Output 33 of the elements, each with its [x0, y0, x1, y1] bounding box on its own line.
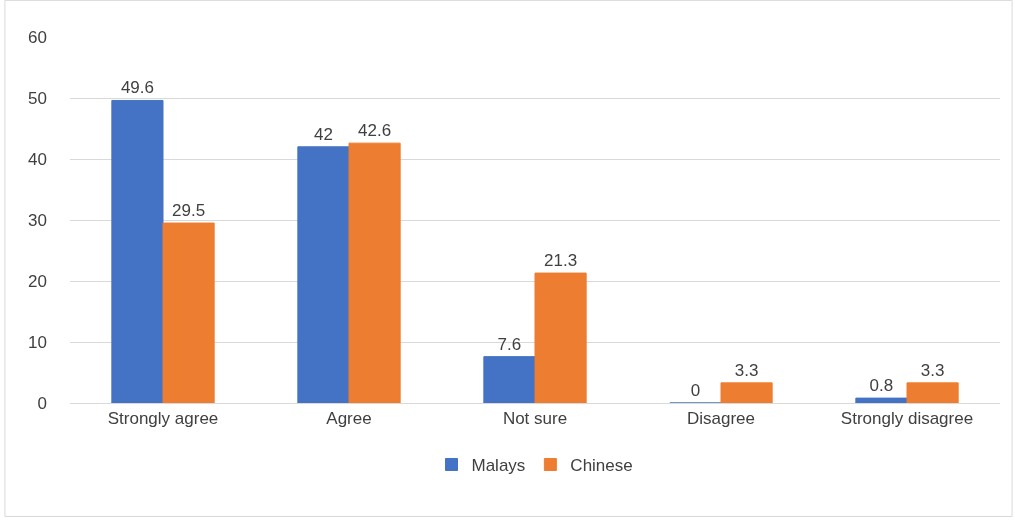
y-tick-label: 10	[28, 332, 47, 352]
data-label: 42.6	[358, 121, 392, 141]
bar	[534, 272, 587, 403]
bar	[297, 146, 350, 403]
x-tick-label: Not sure	[502, 409, 568, 429]
y-tick-label: 40	[28, 149, 47, 169]
bar	[855, 397, 908, 403]
x-tick-label: Agree	[326, 409, 372, 429]
legend-label: Malays	[471, 456, 526, 476]
y-tick-label: 50	[28, 88, 47, 108]
data-label: 0	[690, 381, 701, 400]
bar	[111, 99, 164, 403]
y-tick-label: 0	[37, 393, 47, 413]
bar	[906, 382, 959, 403]
x-tick-label: Disagree	[686, 409, 756, 429]
x-tick-label: Strongly agree	[107, 409, 219, 429]
legend-label: Chinese	[570, 456, 633, 476]
data-label: 3.3	[920, 360, 945, 380]
bar	[348, 142, 401, 403]
bar	[483, 356, 536, 403]
y-tick-label: 20	[28, 271, 47, 291]
y-tick-label: 30	[28, 210, 47, 230]
bar	[162, 222, 215, 403]
data-label: 29.5	[172, 201, 206, 221]
data-label: 49.6	[120, 78, 154, 98]
y-tick-label: 60	[28, 27, 47, 47]
data-label: 21.3	[544, 251, 578, 271]
x-tick-label: Strongly disagree	[840, 409, 974, 429]
bar	[720, 382, 773, 403]
data-label: 42	[313, 124, 333, 144]
data-label: 3.3	[734, 360, 759, 380]
data-label: 0.8	[869, 376, 894, 396]
data-label: 7.6	[497, 334, 522, 354]
